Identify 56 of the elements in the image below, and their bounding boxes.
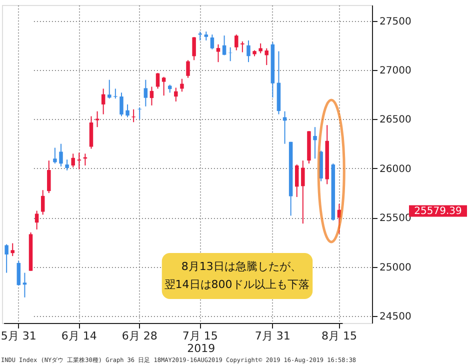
candlestick	[162, 76, 166, 96]
candlestick	[301, 160, 305, 224]
text: 25579.39	[414, 206, 462, 217]
candlestick	[294, 164, 299, 198]
candlestick	[4, 244, 8, 274]
candlestick	[22, 272, 27, 298]
candlestick	[10, 242, 14, 257]
candlestick	[198, 31, 202, 41]
x-tick-label: 7月 15	[182, 330, 218, 342]
candlestick	[138, 106, 142, 120]
candlestick	[34, 210, 39, 230]
candlestick	[101, 88, 106, 115]
candlestick	[282, 110, 287, 144]
candlestick	[222, 35, 226, 56]
x-tick-label: 7月 31	[254, 330, 290, 342]
candlestick	[59, 143, 63, 167]
y-tick-label: 27500	[380, 16, 412, 28]
candlestick	[71, 153, 75, 168]
y-tick-label: 25000	[380, 262, 412, 274]
candlestick	[246, 40, 250, 63]
candlestick	[258, 42, 262, 54]
candlestick	[216, 44, 220, 63]
candlestick	[192, 36, 196, 61]
candlestick	[40, 190, 45, 216]
candlestick	[313, 126, 317, 160]
y-tick-label: 24500	[380, 312, 412, 323]
candlestick	[150, 86, 154, 106]
candlestick	[47, 160, 51, 194]
candlestick	[240, 40, 244, 53]
annotation: 翌14日は800ドル以上も下落	[164, 278, 310, 291]
candlestick	[180, 78, 184, 92]
y-tick-label: 26500	[380, 114, 412, 126]
candlestick	[174, 87, 178, 102]
candlestick	[234, 34, 238, 51]
candlestick	[65, 159, 69, 171]
y-tick-label: 25500	[380, 213, 412, 224]
y-tick-label: 27000	[380, 65, 412, 76]
candlestick	[126, 104, 130, 118]
candlestick	[186, 60, 190, 78]
candlestick	[53, 147, 57, 164]
x-tick-label: 6月 14	[61, 330, 97, 342]
candlestick	[228, 46, 232, 62]
y-tick-label: 26000	[380, 164, 412, 175]
candlestick	[144, 79, 148, 107]
candlestick	[210, 34, 214, 50]
candlestick	[77, 152, 82, 170]
candlestick	[16, 260, 21, 286]
x-tick-label: 5月 31	[0, 330, 36, 342]
candlestick	[114, 88, 118, 100]
annotation: 8月13日は急騰したが、	[181, 260, 302, 273]
x-tick-label: 6月 28	[122, 330, 158, 342]
candlestick	[156, 72, 160, 90]
text: 2019	[187, 342, 216, 355]
x-tick-label: 8月 15	[321, 330, 357, 342]
candlestick	[108, 79, 112, 100]
candlestick	[120, 92, 124, 117]
